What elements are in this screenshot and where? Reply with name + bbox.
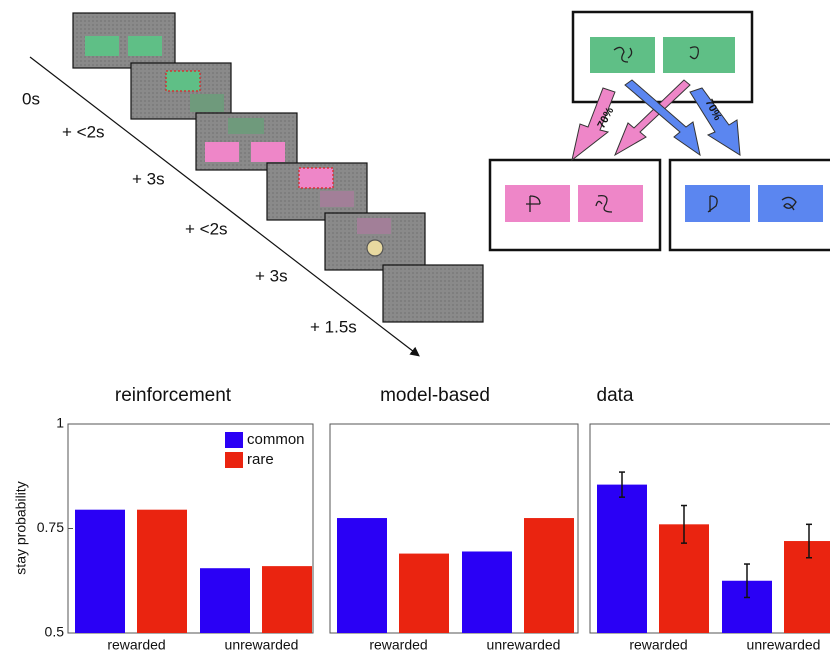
chart-title: model-based [380, 385, 490, 406]
time-label: + <2s [62, 122, 105, 141]
bar [262, 566, 312, 633]
legend-swatch [225, 452, 243, 468]
bar [75, 510, 125, 633]
figure: 0s+ <2s+ 3s+ <2s+ 3s+ 1.5s70%70%rewarded… [0, 0, 830, 656]
y-tick-label: 0.5 [45, 624, 65, 640]
legend-label: rare [247, 451, 274, 468]
legend-swatch [225, 432, 243, 448]
time-label: + <2s [185, 219, 228, 238]
transition-diagram [490, 12, 830, 250]
y-tick-label: 0.75 [37, 519, 64, 535]
bar [597, 485, 647, 633]
y-axis-label: stay probability [13, 481, 29, 574]
bar [784, 541, 830, 633]
x-tick-label: unrewarded [487, 637, 561, 653]
bar [524, 518, 574, 633]
time-label: + 3s [255, 266, 288, 285]
bar [137, 510, 187, 633]
time-label: 0s [22, 89, 40, 108]
x-tick-label: unrewarded [747, 637, 821, 653]
x-tick-label: rewarded [629, 637, 687, 653]
bar [462, 551, 512, 633]
x-tick-label: rewarded [369, 637, 427, 653]
bar [399, 554, 449, 633]
x-tick-label: rewarded [107, 637, 165, 653]
time-label: + 1.5s [310, 317, 357, 336]
time-label: + 3s [132, 169, 165, 188]
chart-title: reinforcement [115, 385, 232, 406]
bar [200, 568, 250, 633]
chart-title: data [597, 385, 634, 406]
bar [337, 518, 387, 633]
legend-label: common [247, 431, 305, 448]
y-tick-label: 1 [56, 415, 64, 431]
x-tick-label: unrewarded [225, 637, 299, 653]
